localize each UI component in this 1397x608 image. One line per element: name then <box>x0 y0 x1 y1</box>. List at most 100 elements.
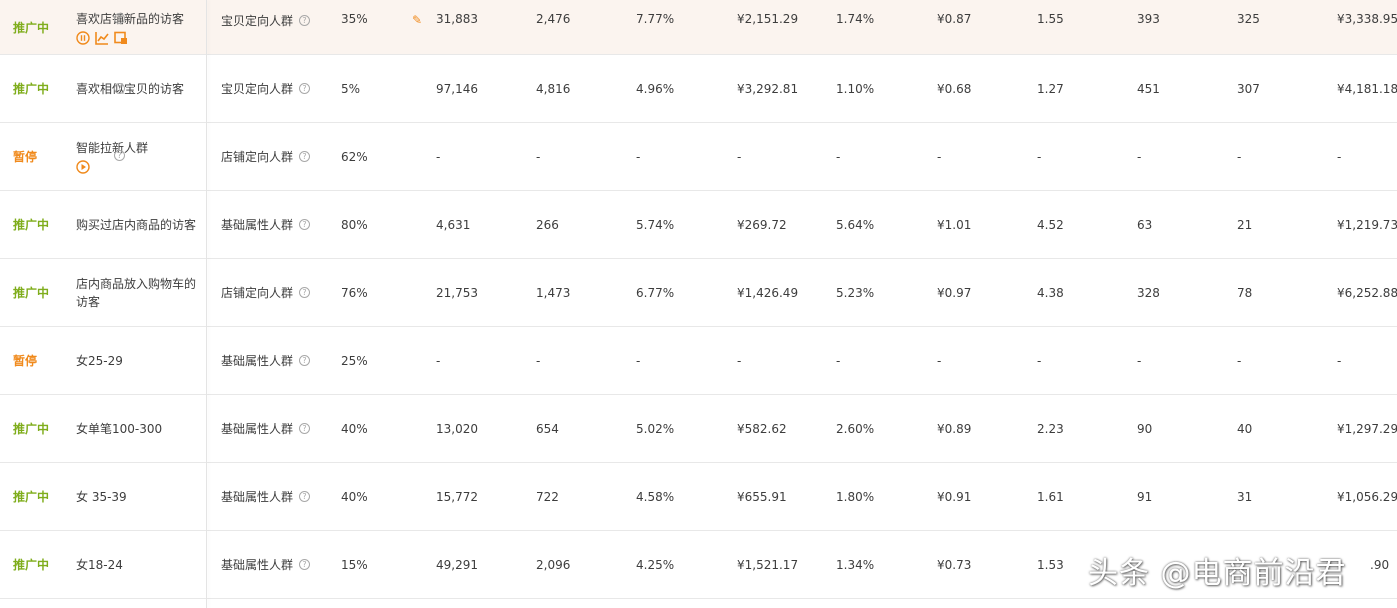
crowd-type: 基础属性人群? <box>221 463 311 530</box>
crowd-name-cell: 喜欢相似宝贝的访客 <box>76 55 208 122</box>
metric-cvr: - <box>836 353 841 368</box>
help-icon[interactable]: ? <box>299 15 311 26</box>
table-row[interactable]: 暂停 智能拉新人群 ? 店铺定向人群? 62% - - - - - - - - … <box>0 123 1397 191</box>
help-icon[interactable]: ? <box>299 355 311 366</box>
metric-ctr: 4.58% <box>636 489 675 504</box>
metric-impressions: - <box>436 353 441 368</box>
metric-sales: ¥1,219.73 <box>1337 217 1397 232</box>
metric-cpc: ¥0.73 <box>937 557 972 572</box>
table-row[interactable]: 推广中 女18-24 基础属性人群? 15% 49,291 2,096 4.25… <box>0 531 1397 599</box>
metric-spend: - <box>737 353 742 368</box>
metric-cpc: ¥0.68 <box>937 81 972 96</box>
metric-clicks: 2,476 <box>536 12 571 26</box>
metric-sales: - <box>1337 149 1342 164</box>
metric-favorites: - <box>1137 353 1142 368</box>
metric-sales: - <box>1337 353 1342 368</box>
metric-ctr: - <box>636 353 641 368</box>
table-row[interactable]: 暂停 女25-29 基础属性人群? 25% - - - - - - - - - … <box>0 327 1397 395</box>
metric-impressions: 21,753 <box>436 285 478 300</box>
metric-impressions: 31,883 <box>436 12 478 26</box>
metric-spend: - <box>737 149 742 164</box>
help-icon[interactable]: ? <box>299 491 311 502</box>
row-action-icons <box>76 30 128 45</box>
metric-cvr: 2.60% <box>836 421 875 436</box>
metric-favorites: 90 <box>1137 421 1153 436</box>
status-label: 推广中 <box>13 490 50 504</box>
metric-impressions: 13,020 <box>436 421 478 436</box>
crowd-type: 店铺定向人群? <box>221 123 311 190</box>
crowd-name-cell: 女18-24 <box>76 531 208 598</box>
report-icon[interactable] <box>114 31 128 45</box>
table-row[interactable]: 推广中 喜欢店铺新品的访客 ? 宝贝定向人群? 35% ✎ 31,883 2,4… <box>0 0 1397 55</box>
crowd-type: 基础属性人群? <box>221 191 311 258</box>
metric-cart-adds: 40 <box>1237 421 1253 436</box>
status-label: 推广中 <box>13 82 50 96</box>
crowd-type-label: 基础属性人群 <box>221 490 294 504</box>
metric-cpc: ¥0.97 <box>937 285 972 300</box>
table-row[interactable]: 推广中 女 35-39 基础属性人群? 40% 15,772 722 4.58%… <box>0 463 1397 531</box>
metric-favorites: 393 <box>1137 12 1160 26</box>
metric-cvr: 1.34% <box>836 557 875 572</box>
crowd-type-label: 基础属性人群 <box>221 558 294 572</box>
metric-ctr: - <box>636 149 641 164</box>
trend-chart-icon[interactable] <box>95 31 109 45</box>
premium-percent: 62% <box>341 149 368 164</box>
premium-percent: 40% <box>341 421 368 436</box>
edit-pencil-icon[interactable]: ✎ <box>412 13 423 27</box>
metric-cart-adds: - <box>1237 149 1242 164</box>
crowd-name-cell: 女单笔100-300 <box>76 395 208 462</box>
metric-impressions: 49,291 <box>436 557 478 572</box>
table-row[interactable]: 推广中 女单笔100-300 基础属性人群? 40% 13,020 654 5.… <box>0 395 1397 463</box>
status-label: 推广中 <box>13 286 50 300</box>
crowd-type-label: 宝贝定向人群 <box>221 82 294 96</box>
table-row[interactable]: 推广中 喜欢相似宝贝的访客 ? 宝贝定向人群? 5% 97,146 4,816 … <box>0 55 1397 123</box>
help-icon[interactable]: ? <box>114 150 125 161</box>
crowd-name: 女 35-39 <box>76 489 127 504</box>
help-icon[interactable]: ? <box>299 83 311 94</box>
metric-cpc: ¥0.89 <box>937 421 972 436</box>
metric-roi: 1.61 <box>1037 489 1064 504</box>
table-row[interactable]: 推广中 购买过店内商品的访客 基础属性人群? 80% 4,631 266 5.7… <box>0 191 1397 259</box>
crowd-name: 店内商品放入购物车的访客 <box>76 276 197 309</box>
metric-ctr: 4.25% <box>636 557 675 572</box>
metric-clicks: 722 <box>536 489 559 504</box>
help-icon[interactable]: ? <box>299 559 311 570</box>
play-icon[interactable] <box>76 160 90 174</box>
help-icon[interactable]: ? <box>299 151 311 162</box>
premium-percent: 40% <box>341 489 368 504</box>
metric-ctr: 4.96% <box>636 81 675 96</box>
metric-spend: ¥3,292.81 <box>737 81 799 96</box>
status-label: 推广中 <box>13 422 50 436</box>
metric-cpc: ¥0.87 <box>937 12 972 26</box>
metric-ctr: 5.74% <box>636 217 675 232</box>
status-label: 推广中 <box>13 558 50 572</box>
metric-cart-adds: - <box>1237 353 1242 368</box>
help-icon[interactable]: ? <box>299 287 311 298</box>
help-icon[interactable]: ? <box>114 13 125 24</box>
crowd-name-cell: 购买过店内商品的访客 <box>76 191 208 258</box>
help-icon[interactable]: ? <box>114 55 125 122</box>
help-icon[interactable]: ? <box>299 423 311 434</box>
metric-cvr: 5.64% <box>836 217 875 232</box>
pause-icon[interactable] <box>76 30 90 45</box>
premium-percent: 15% <box>341 557 368 572</box>
table-row[interactable]: 推广中 店内商品放入购物车的访客 店铺定向人群? 76% 21,753 1,47… <box>0 259 1397 327</box>
metric-clicks: 1,473 <box>536 285 571 300</box>
premium-percent: 5% <box>341 81 361 96</box>
metric-cart-adds: 307 <box>1237 81 1260 96</box>
metric-cart-adds: 325 <box>1237 12 1260 26</box>
metric-cpc: ¥1.01 <box>937 217 972 232</box>
crowd-type-label: 基础属性人群 <box>221 422 294 436</box>
metric-clicks: 4,816 <box>536 81 571 96</box>
metric-impressions: 15,772 <box>436 489 478 504</box>
crowd-type-label: 店铺定向人群 <box>221 150 294 164</box>
metric-ctr: 6.77% <box>636 285 675 300</box>
metric-cpc: - <box>937 149 942 164</box>
metric-sales: ¥3,338.95 <box>1337 12 1397 26</box>
metric-sales: ¥1,056.29 <box>1337 489 1397 504</box>
metric-roi: 1.55 <box>1037 12 1064 26</box>
help-icon[interactable]: ? <box>299 219 311 230</box>
metric-roi: 4.38 <box>1037 285 1064 300</box>
metric-ctr: 5.02% <box>636 421 675 436</box>
metric-roi: 2.23 <box>1037 421 1064 436</box>
